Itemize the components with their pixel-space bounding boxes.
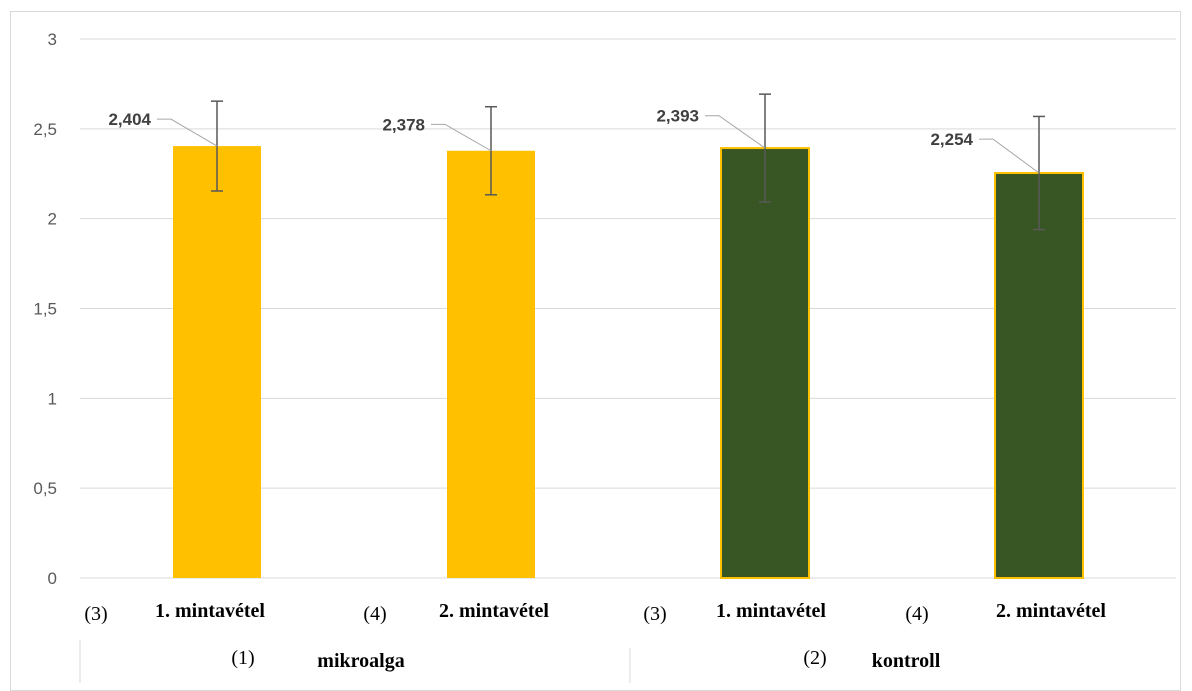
category-label: 1. mintavétel: [155, 600, 265, 622]
group-label: mikroalga: [317, 650, 404, 672]
category-note: (3): [643, 603, 666, 625]
group-note: (1): [231, 647, 254, 669]
y-tick-label: 2,5: [33, 120, 57, 139]
y-tick-label: 1: [48, 389, 57, 408]
data-label: 2,378: [382, 115, 425, 134]
data-label-leader: [431, 123, 492, 152]
category-note: (4): [905, 603, 928, 625]
category-label: 2. mintavétel: [439, 600, 549, 622]
group-label: kontroll: [872, 650, 941, 672]
y-tick-label: 0: [48, 569, 57, 588]
bar: [173, 146, 261, 578]
category-note: (4): [363, 603, 386, 625]
category-label: 1. mintavétel: [716, 600, 826, 622]
category-note: (3): [84, 603, 107, 625]
data-label-leader: [705, 115, 766, 149]
data-label: 2,254: [930, 130, 973, 149]
data-label: 2,404: [108, 110, 151, 129]
data-label-leader: [979, 138, 1040, 174]
y-tick-label: 2: [48, 210, 57, 229]
y-tick-label: 1,5: [33, 300, 57, 319]
data-label: 2,393: [656, 107, 699, 126]
category-label: 2. mintavétel: [996, 600, 1106, 622]
y-tick-label: 0,5: [33, 479, 57, 498]
bar: [994, 172, 1084, 579]
y-tick-label: 3: [48, 30, 57, 49]
group-note: (2): [803, 647, 826, 669]
bar: [447, 150, 535, 578]
data-label-leader: [157, 118, 218, 147]
bar: [720, 147, 810, 579]
